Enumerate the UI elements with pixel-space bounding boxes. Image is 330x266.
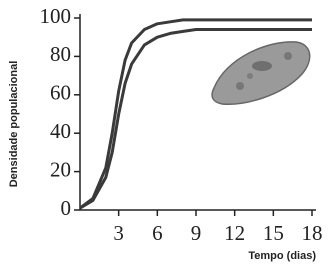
paramecium-illustration <box>212 42 310 104</box>
vacuole <box>284 52 292 60</box>
x-tick-label: 15 <box>263 221 284 245</box>
chart: 0 20 40 60 80 100 3 6 9 12 15 18 Tempo (dias) Densida… <box>0 0 330 266</box>
y-tick-label: 60 <box>50 81 71 105</box>
vacuole <box>247 73 253 79</box>
y-axis-label: Densidade populacional <box>8 61 20 188</box>
y-tick-label: 20 <box>50 157 71 181</box>
cell-body <box>212 42 310 104</box>
x-tick-label: 18 <box>302 221 323 245</box>
y-tick-label: 100 <box>40 4 72 28</box>
vacuole <box>236 82 244 90</box>
y-tick-label: 0 <box>61 196 72 220</box>
x-tick-label: 3 <box>113 221 124 245</box>
x-tick-label: 12 <box>224 221 245 245</box>
x-tick-label: 9 <box>191 221 202 245</box>
x-axis-label: Tempo (dias) <box>248 250 316 262</box>
y-tick-label: 40 <box>50 119 71 143</box>
nucleus <box>252 61 272 71</box>
x-tick-label: 6 <box>152 221 163 245</box>
y-tick-label: 80 <box>50 42 71 66</box>
